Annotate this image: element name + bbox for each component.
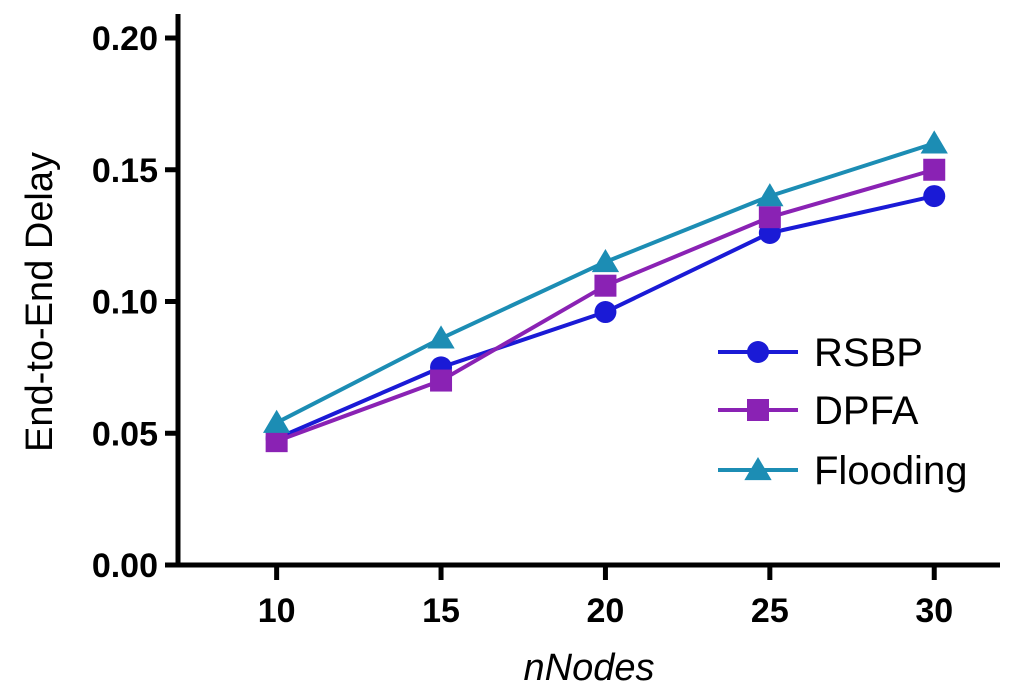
- x-tick-label: 20: [587, 592, 625, 630]
- data-point-flooding: [920, 130, 948, 154]
- legend-label: RSBP: [814, 331, 923, 375]
- y-tick-label: 0.15: [92, 152, 158, 190]
- data-point-rsbp: [923, 185, 946, 208]
- y-tick-label: 0.10: [92, 284, 158, 322]
- legend-item-dpfa: DPFA: [718, 389, 919, 433]
- legend-label: DPFA: [814, 389, 919, 433]
- data-point-dpfa: [594, 274, 617, 297]
- x-tick-label: 25: [751, 592, 789, 630]
- data-point-rsbp: [594, 301, 617, 324]
- data-point-flooding: [756, 183, 784, 207]
- legend-marker: [744, 457, 772, 481]
- x-tick-label: 10: [258, 592, 296, 630]
- legend: RSBP DPFA Flooding: [718, 331, 967, 493]
- legend-marker: [747, 399, 769, 421]
- series-dpfa: [265, 158, 946, 453]
- x-tick-label: 15: [422, 592, 460, 630]
- data-point-flooding: [262, 409, 291, 433]
- data-point-flooding: [591, 248, 620, 273]
- axes: [175, 14, 1000, 568]
- y-tick-label: 0.00: [92, 547, 158, 585]
- ticks: 0.00 0.05 0.10 0.15 0.20 10 15 20 25 30: [92, 20, 953, 630]
- legend-item-rsbp: RSBP: [718, 331, 923, 375]
- x-axis-title: nNodes: [524, 647, 655, 689]
- y-tick-label: 0.20: [92, 20, 158, 58]
- data-point-dpfa: [758, 206, 781, 229]
- data-point-flooding: [427, 325, 455, 349]
- data-point-dpfa: [430, 369, 453, 392]
- data-point-dpfa: [923, 158, 946, 181]
- legend-label: Flooding: [814, 449, 967, 493]
- legend-item-flooding: Flooding: [718, 449, 967, 493]
- data-point-dpfa: [265, 430, 288, 453]
- y-tick-label: 0.05: [92, 415, 158, 453]
- y-axis-title: End-to-End Delay: [19, 152, 61, 452]
- x-tick-label: 30: [915, 592, 953, 630]
- series: [262, 130, 948, 453]
- series-flooding: [262, 130, 948, 433]
- legend-marker: [747, 341, 769, 363]
